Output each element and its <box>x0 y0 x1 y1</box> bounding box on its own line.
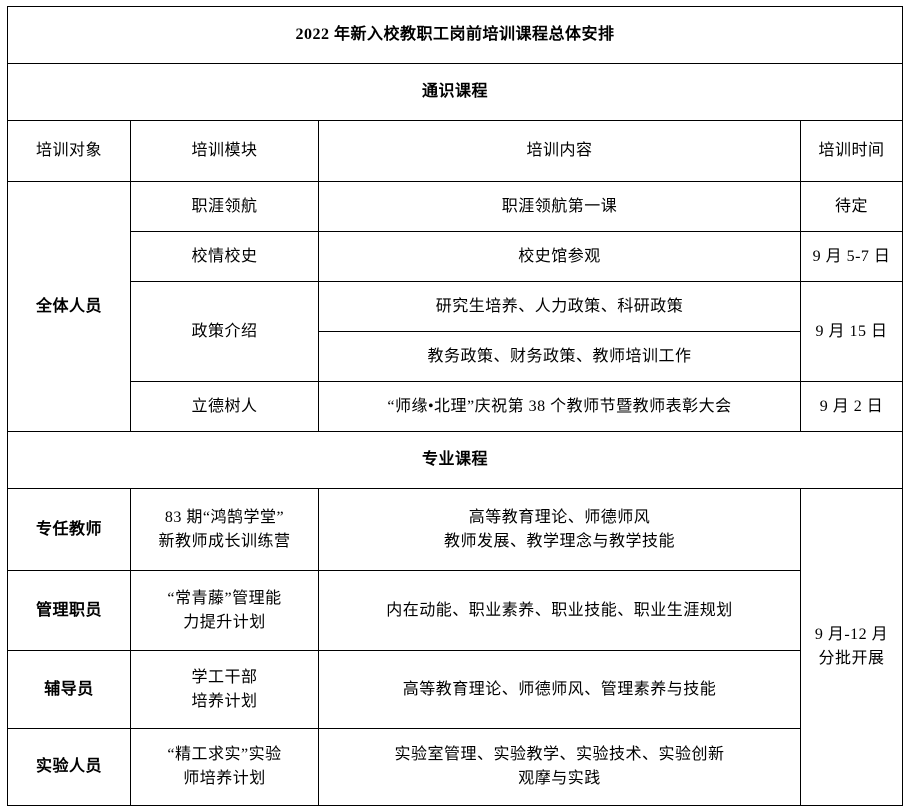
time-line-2: 分批开展 <box>818 650 885 667</box>
table-row: 辅导员 学工干部 培养计划 高等教育理论、师德师风、管理素养与技能 <box>7 650 903 729</box>
table-row-section-professional: 专业课程 <box>6 431 904 489</box>
content-cell: 高等教育理论、师德师风、管理素养与技能 <box>318 650 801 729</box>
column-header-module: 培训模块 <box>130 120 319 182</box>
time-cell-professional: 9 月-12 月 分批开展 <box>799 488 904 806</box>
module-cell: 政策介绍 <box>130 281 319 382</box>
module-cell: 职涯领航 <box>130 181 319 232</box>
content-cell: 校史馆参观 <box>318 231 801 282</box>
table-row: 政策介绍 研究生培养、人力政策、科研政策 9 月 15 日 <box>8 281 904 382</box>
content-cell: 内在动能、职业素养、职业技能、职业生涯规划 <box>318 570 801 651</box>
page-title: 2022 年新入校教职工岗前培训课程总体安排 <box>6 6 904 64</box>
content-cell: 职涯领航第一课 <box>318 181 801 232</box>
column-header-time: 培训时间 <box>799 120 904 182</box>
content-cell: “师缘•北理”庆祝第 38 个教师节暨教师表彰大会 <box>318 381 801 432</box>
content-cell: 研究生培养、人力政策、科研政策 <box>318 281 801 332</box>
table-row-title: 2022 年新入校教职工岗前培训课程总体安排 <box>6 6 904 64</box>
time-line-1: 9 月-12 月 <box>814 626 889 643</box>
table-row-section-general: 通识课程 <box>6 63 904 121</box>
content-line-2: 教师发展、教学理念与教学技能 <box>443 532 675 550</box>
table-row: 校情校史 校史馆参观 9 月 5-7 日 <box>8 231 904 282</box>
module-line-1: “精工求实”实验 <box>167 746 282 763</box>
section-header-general: 通识课程 <box>6 63 904 121</box>
table-row: 实验人员 “精工求实”实验 师培养计划 实验室管理、实验教学、实验技术、实验创新… <box>7 728 903 806</box>
module-line-2: 新教师成长训练营 <box>158 532 291 550</box>
content-line-1: 高等教育理论、师德师风 <box>468 508 651 526</box>
column-header-object: 培训对象 <box>7 120 131 182</box>
training-schedule-table: 2022 年新入校教职工岗前培训课程总体安排 通识课程 培训对象 培训模块 培训… <box>6 6 904 806</box>
content-line-2: 观摩与实践 <box>518 770 601 787</box>
audience-cell-lab-staff: 实验人员 <box>7 728 131 806</box>
audience-cell-all-staff: 全体人员 <box>7 181 131 432</box>
table-row: 全体人员 职涯领航 职涯领航第一课 待定 <box>7 181 904 432</box>
table-row: 教务政策、财务政策、教师培训工作 <box>8 331 903 382</box>
module-cell: 学工干部 培养计划 <box>130 650 319 729</box>
module-line-2: 力提升计划 <box>183 613 266 631</box>
section-header-professional: 专业课程 <box>6 431 904 489</box>
time-cell: 待定 <box>799 181 904 232</box>
time-cell: 9 月 15 日 <box>799 281 904 382</box>
table-row: 专任教师 83 期“鸿鹄学堂” 新教师成长训练营 高等教育理论、师德师风 教师发… <box>7 488 904 806</box>
audience-cell-administrative: 管理职员 <box>7 570 131 651</box>
audience-cell-counselor: 辅导员 <box>7 650 131 729</box>
module-cell: 校情校史 <box>130 231 319 282</box>
table-row: 管理职员 “常青藤”管理能 力提升计划 内在动能、职业素养、职业技能、职业生涯规… <box>7 570 903 651</box>
module-line-2: 培养计划 <box>191 692 258 710</box>
module-cell: 83 期“鸿鹄学堂” 新教师成长训练营 <box>130 488 319 571</box>
module-cell: “精工求实”实验 师培养计划 <box>130 728 319 806</box>
table-row-column-headers: 培训对象 培训模块 培训内容 培训时间 <box>7 120 904 182</box>
table-row: 立德树人 “师缘•北理”庆祝第 38 个教师节暨教师表彰大会 9 月 2 日 <box>8 381 904 432</box>
column-header-content: 培训内容 <box>318 120 801 182</box>
content-line-1: 实验室管理、实验教学、实验技术、实验创新 <box>394 746 725 763</box>
time-cell: 9 月 5-7 日 <box>799 231 904 282</box>
content-cell: 教务政策、财务政策、教师培训工作 <box>318 331 801 382</box>
module-line-1: 83 期“鸿鹄学堂” <box>164 508 285 526</box>
module-line-1: “常青藤”管理能 <box>167 589 282 607</box>
module-line-1: 学工干部 <box>191 668 258 686</box>
time-cell: 9 月 2 日 <box>799 381 904 432</box>
content-cell: 实验室管理、实验教学、实验技术、实验创新 观摩与实践 <box>318 728 801 806</box>
module-line-2: 师培养计划 <box>183 770 266 787</box>
audience-cell-faculty: 专任教师 <box>7 488 131 571</box>
module-cell: “常青藤”管理能 力提升计划 <box>130 570 319 651</box>
content-cell: 高等教育理论、师德师风 教师发展、教学理念与教学技能 <box>318 488 801 571</box>
module-cell: 立德树人 <box>130 381 319 432</box>
